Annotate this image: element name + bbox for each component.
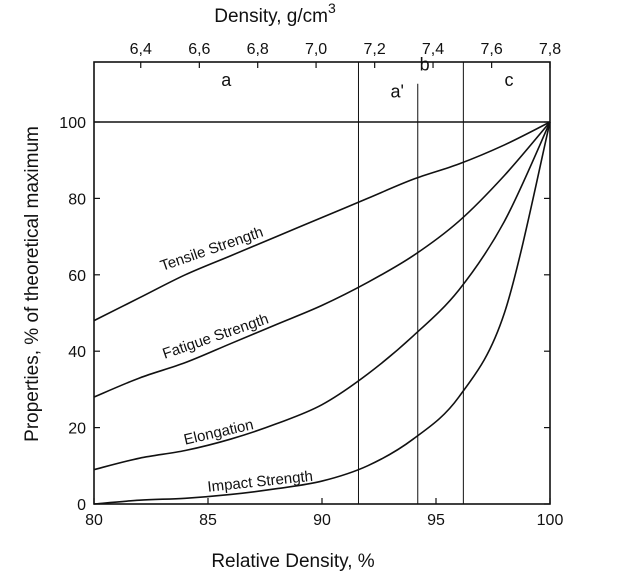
- top-tick-label: 6,4: [130, 41, 152, 58]
- x-tick-label: 90: [313, 512, 331, 529]
- x-tick-label: 85: [199, 512, 217, 529]
- top-tick-label: 6,6: [188, 41, 210, 58]
- region-label: a: [221, 70, 232, 90]
- top-axis-title: Density, g/cm3: [214, 0, 336, 27]
- series-line-fatigue-strength: [93, 121, 551, 398]
- top-tick-label: 7,2: [364, 41, 386, 58]
- region-label: a': [391, 81, 404, 101]
- top-tick-label: 6,8: [247, 41, 269, 58]
- top-axis-title-text: Density, g/cm: [214, 6, 328, 27]
- y-tick-label: 60: [68, 268, 86, 285]
- series-line-tensile-strength: [93, 121, 551, 322]
- top-tick-label: 7,8: [539, 41, 561, 58]
- x-axis-title: Relative Density, %: [211, 551, 374, 572]
- ticks-layer: 80 85 90 95 100 0 20 40 60 80 100 6,4 6,6 6,8 7,0 7,2 7,…: [59, 41, 563, 529]
- top-axis-title-superscript: 3: [328, 0, 336, 16]
- x-tick-label: 100: [537, 512, 564, 529]
- region-label: b: [420, 55, 430, 75]
- y-tick-label: 100: [59, 115, 86, 132]
- x-tick-label: 80: [85, 512, 103, 529]
- top-tick-label: 7,4: [422, 41, 444, 58]
- series-line-elongation: [93, 121, 551, 471]
- x-tick-label: 95: [427, 512, 445, 529]
- region-label: c: [504, 70, 513, 90]
- top-tick-label: 7,6: [481, 41, 503, 58]
- series-line-impact-strength: [93, 121, 551, 505]
- y-tick-label: 20: [68, 421, 86, 438]
- y-tick-label: 40: [68, 344, 86, 361]
- series-layer: [93, 121, 551, 505]
- y-axis-title: Properties, % of theoretical maximum: [22, 126, 43, 442]
- top-tick-label: 7,0: [305, 41, 327, 58]
- y-tick-label: 0: [77, 497, 86, 514]
- y-tick-label: 80: [68, 191, 86, 208]
